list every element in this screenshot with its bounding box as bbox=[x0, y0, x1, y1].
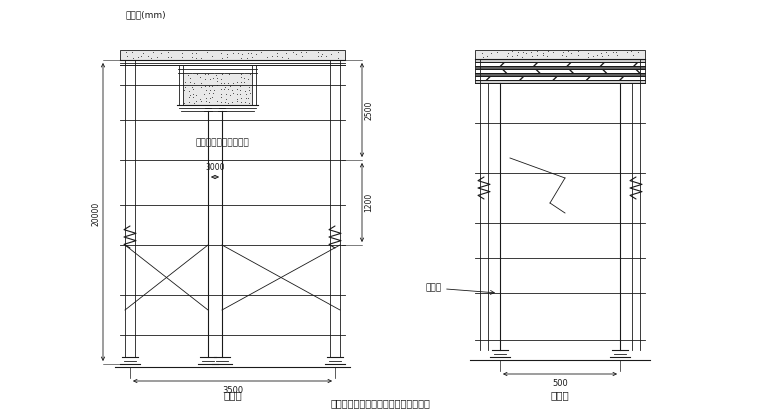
Text: 多根承重立杆，木方支撑垂直于梁截面: 多根承重立杆，木方支撑垂直于梁截面 bbox=[330, 398, 430, 408]
Text: 多道承重立杆图中省略: 多道承重立杆图中省略 bbox=[195, 139, 249, 147]
Bar bbox=[475, 59, 645, 62]
Bar bbox=[475, 50, 645, 59]
Bar bbox=[475, 80, 645, 83]
Bar bbox=[183, 73, 252, 105]
Bar bbox=[475, 66, 645, 69]
Text: 1200: 1200 bbox=[365, 193, 373, 212]
Bar bbox=[120, 50, 345, 60]
Bar bbox=[475, 73, 645, 76]
Bar bbox=[475, 76, 645, 80]
Text: 单位：(mm): 单位：(mm) bbox=[125, 10, 166, 20]
Bar bbox=[475, 69, 645, 73]
Text: 3000: 3000 bbox=[205, 163, 225, 172]
Text: 断面图: 断面图 bbox=[223, 390, 242, 400]
Text: 2500: 2500 bbox=[365, 100, 373, 120]
Text: 侧面图: 侧面图 bbox=[551, 390, 569, 400]
Text: 3500: 3500 bbox=[222, 386, 243, 395]
Text: 双立杆: 双立杆 bbox=[425, 283, 494, 294]
Bar bbox=[475, 62, 645, 66]
Text: 500: 500 bbox=[552, 379, 568, 388]
Text: 20000: 20000 bbox=[91, 201, 100, 226]
